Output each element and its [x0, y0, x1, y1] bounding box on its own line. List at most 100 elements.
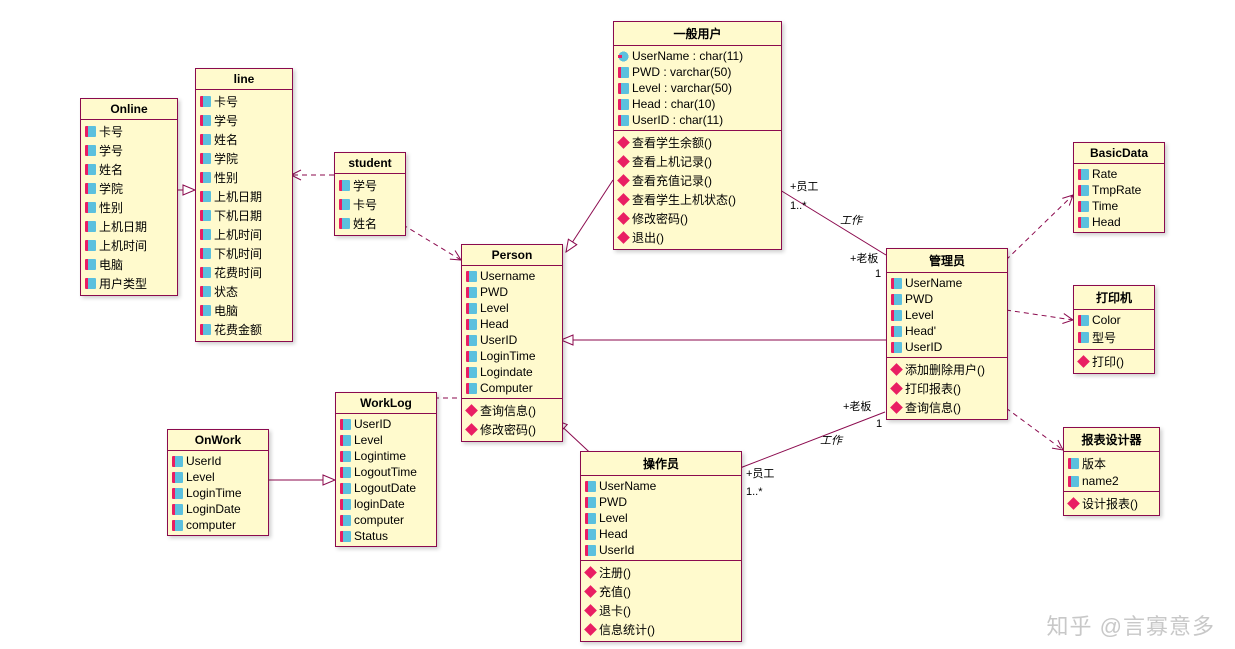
operation-icon	[890, 382, 903, 395]
attribute-row: Head	[585, 526, 737, 542]
operations-section: 设计报表()	[1064, 492, 1159, 515]
class-onwork[interactable]: OnWorkUserIdLevelLoginTimeLoginDatecompu…	[167, 429, 269, 536]
attribute-label: 型号	[1092, 329, 1116, 346]
attribute-row: 型号	[1078, 328, 1150, 347]
attribute-label: LoginTime	[480, 349, 536, 363]
operation-row: 查看学生余额()	[618, 133, 777, 152]
operation-label: 修改密码()	[480, 421, 536, 438]
attr-icon	[85, 221, 96, 232]
attr-icon	[200, 210, 211, 221]
attr-icon	[891, 326, 902, 337]
attribute-row: PWD	[585, 494, 737, 510]
key-attr-icon	[618, 51, 629, 62]
class-person[interactable]: PersonUsernamePWDLevelHeadUserIDLoginTim…	[461, 244, 563, 442]
attributes-section: 学号卡号姓名	[335, 174, 405, 235]
attr-icon	[585, 481, 596, 492]
attribute-row: Logindate	[466, 364, 558, 380]
attr-icon	[1068, 458, 1079, 469]
attribute-row: LoginTime	[466, 348, 558, 364]
attributes-section: UserIdLevelLoginTimeLoginDatecomputer	[168, 451, 268, 535]
operations-section: 注册()充值()退卡()信息统计()	[581, 561, 741, 641]
operation-icon	[890, 363, 903, 376]
attr-icon	[891, 342, 902, 353]
attribute-label: 学号	[353, 177, 377, 194]
class-student[interactable]: student学号卡号姓名	[334, 152, 406, 236]
class-line[interactable]: line卡号学号姓名学院性别上机日期下机日期上机时间下机时间花费时间状态电脑花费…	[195, 68, 293, 342]
operation-row: 注册()	[585, 563, 737, 582]
operation-row: 添加删除用户()	[891, 360, 1003, 379]
attr-icon	[172, 456, 183, 467]
attribute-row: 花费金额	[200, 320, 288, 339]
class-admin[interactable]: 管理员UserNamePWDLevelHead'UserID添加删除用户()打印…	[886, 248, 1008, 420]
attribute-label: PWD : varchar(50)	[632, 65, 731, 79]
operation-label: 查询信息()	[905, 399, 961, 416]
attribute-row: PWD : varchar(50)	[618, 64, 777, 80]
class-online[interactable]: Online卡号学号姓名学院性别上机日期上机时间电脑用户类型	[80, 98, 178, 296]
operation-icon	[1067, 497, 1080, 510]
attribute-row: 性别	[85, 198, 173, 217]
attribute-row: Username	[466, 268, 558, 284]
class-report[interactable]: 报表设计器版本name2设计报表()	[1063, 427, 1160, 516]
assoc-label: 1..*	[746, 486, 763, 498]
attribute-label: 学号	[99, 142, 123, 159]
operation-icon	[617, 212, 630, 225]
attribute-label: 下机日期	[214, 207, 262, 224]
class-title: 管理员	[887, 249, 1007, 273]
attribute-row: Head'	[891, 323, 1003, 339]
attribute-label: UserID	[480, 333, 517, 347]
attr-icon	[200, 96, 211, 107]
attribute-row: 用户类型	[85, 274, 173, 293]
attr-icon	[1068, 476, 1079, 487]
attribute-row: PWD	[891, 291, 1003, 307]
attr-icon	[466, 287, 477, 298]
attribute-row: Level	[466, 300, 558, 316]
attribute-label: 下机时间	[214, 245, 262, 262]
assoc-label: +员工	[790, 178, 818, 194]
attr-icon	[85, 183, 96, 194]
operation-icon	[584, 566, 597, 579]
attr-icon	[466, 383, 477, 394]
class-worklog[interactable]: WorkLogUserIDLevelLogintimeLogoutTimeLog…	[335, 392, 437, 547]
attribute-label: 姓名	[214, 131, 238, 148]
operations-section: 查询信息()修改密码()	[462, 399, 562, 441]
attribute-row: UserID : char(11)	[618, 112, 777, 128]
class-general_user[interactable]: 一般用户UserName : char(11)PWD : varchar(50)…	[613, 21, 782, 250]
class-operator[interactable]: 操作员UserNamePWDLevelHeadUserId注册()充值()退卡(…	[580, 451, 742, 642]
class-title: OnWork	[168, 430, 268, 451]
attr-icon	[85, 202, 96, 213]
attribute-label: TmpRate	[1092, 183, 1141, 197]
class-printer[interactable]: 打印机Color型号打印()	[1073, 285, 1155, 374]
attribute-row: Rate	[1078, 166, 1160, 182]
attr-icon	[585, 513, 596, 524]
attr-icon	[340, 451, 351, 462]
attribute-label: 上机时间	[99, 237, 147, 254]
attributes-section: UserNamePWDLevelHead'UserID	[887, 273, 1007, 358]
attribute-row: computer	[340, 512, 432, 528]
attribute-row: 上机时间	[200, 225, 288, 244]
class-basicdata[interactable]: BasicDataRateTmpRateTimeHead	[1073, 142, 1165, 233]
attr-icon	[466, 271, 477, 282]
attr-icon	[618, 67, 629, 78]
attr-icon	[891, 310, 902, 321]
operation-icon	[584, 585, 597, 598]
attribute-row: 学院	[85, 179, 173, 198]
operation-row: 设计报表()	[1068, 494, 1155, 513]
edge-dep-admin-report	[1006, 408, 1063, 450]
attr-icon	[891, 294, 902, 305]
attr-icon	[1078, 332, 1089, 343]
attr-icon	[466, 335, 477, 346]
operation-icon	[617, 155, 630, 168]
attribute-row: 卡号	[339, 195, 401, 214]
operation-label: 退卡()	[599, 602, 631, 619]
class-title: 报表设计器	[1064, 428, 1159, 452]
attribute-row: 上机日期	[200, 187, 288, 206]
attributes-section: 卡号学号姓名学院性别上机日期上机时间电脑用户类型	[81, 120, 177, 295]
attr-icon	[85, 278, 96, 289]
operation-row: 查看充值记录()	[618, 171, 777, 190]
assoc-label: 1	[875, 268, 881, 280]
attribute-row: 学号	[85, 141, 173, 160]
attribute-label: Head	[480, 317, 509, 331]
operation-label: 注册()	[599, 564, 631, 581]
attribute-row: 姓名	[85, 160, 173, 179]
attribute-label: Rate	[1092, 167, 1117, 181]
